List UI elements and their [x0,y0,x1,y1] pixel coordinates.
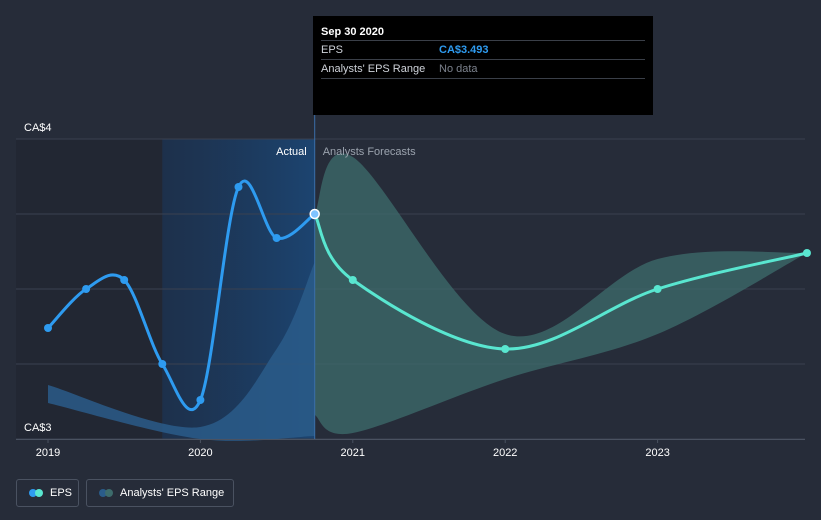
x-tick-label-1: 2020 [188,447,212,459]
x-tick-label-3: 2022 [493,447,517,459]
series-0-point-3 [158,360,167,368]
tooltip-eps-label: EPS [321,44,344,56]
series-1-point-1 [348,276,357,284]
series-0-point-1 [82,285,91,293]
x-tick-label-4: 2023 [645,447,669,459]
series-0-point-5 [234,183,243,191]
tooltip-range-label: Analysts' EPS Range [321,63,426,75]
legend-eps-label: EPS [50,487,73,499]
series-0-point-2 [120,276,129,284]
forecast-eps-range-band [314,153,807,435]
actual-label: Actual [276,146,307,158]
x-tick-label-0: 2019 [36,447,60,459]
series-0-point-0 [44,324,52,332]
legend-eps-swatch [29,489,43,497]
series-1-point-4 [802,249,811,257]
tooltip-range-value: No data [439,63,478,75]
y-tick-label-0: CA$4 [24,122,52,134]
tooltip-row-eps: EPS CA$3.493 [321,41,645,60]
tooltip-eps-value: CA$3.493 [439,44,489,56]
forecast-label: Analysts Forecasts [323,146,416,158]
tooltip-date: Sep 30 2020 [321,24,645,41]
legend-eps-range[interactable]: Analysts' EPS Range [86,479,234,507]
x-tick-label-2: 2021 [341,447,365,459]
legend-eps[interactable]: EPS [16,479,79,507]
tooltip: Sep 30 2020 EPS CA$3.493 Analysts' EPS R… [313,16,653,115]
legend-range-swatch [99,489,113,497]
tooltip-row-range: Analysts' EPS Range No data [321,60,645,79]
series-1-point-3 [653,285,662,293]
series-1-point-2 [501,345,510,353]
hover-point [309,208,320,220]
series-0-point-4 [196,396,205,404]
legend-range-label: Analysts' EPS Range [120,487,225,499]
y-tick-label-1: CA$3 [24,422,52,434]
series-line-0 [46,179,316,411]
past-eps-range-band [48,262,315,441]
series-line-1 [313,213,808,351]
series-0-point-6 [272,234,281,242]
